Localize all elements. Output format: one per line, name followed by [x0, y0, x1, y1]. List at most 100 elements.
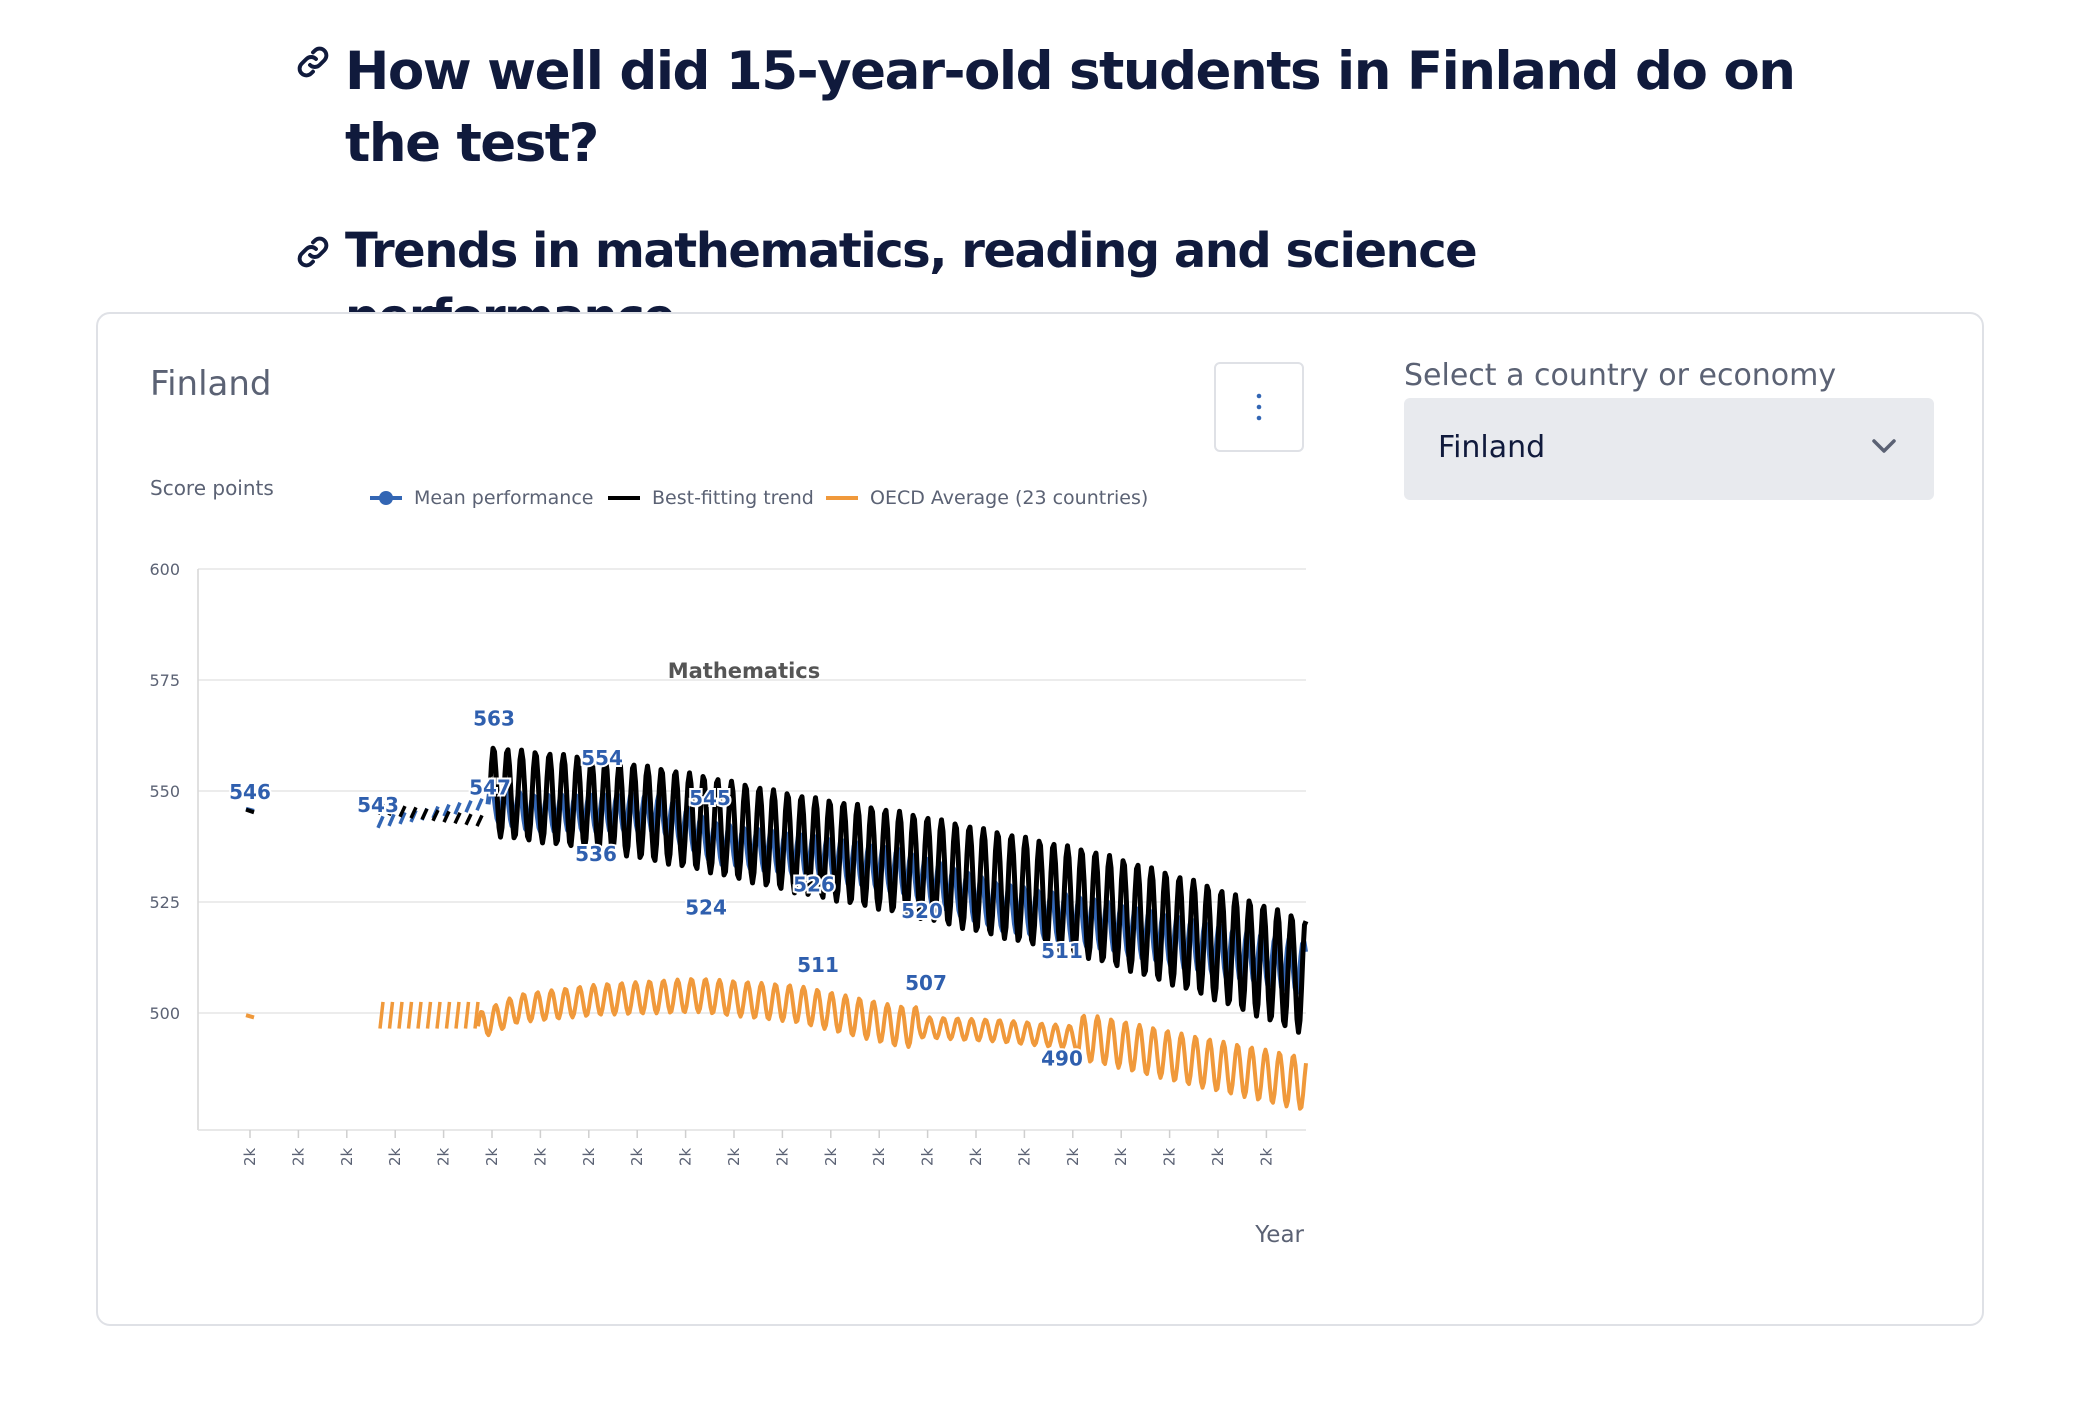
mean-segment [398, 811, 407, 825]
x-axis-ticks: 2k 2k 2k 2k 2k 2k 2k 2k 2k 2k 2k 2k 2k 2k 2k 2k 2k 2k 2k 2k… [241, 1130, 1275, 1166]
series-best-fitting-trend [245, 745, 1309, 1035]
data-label: 563 [473, 706, 515, 730]
mean-segment [442, 803, 451, 817]
x-tick-label: 2k [1112, 1147, 1130, 1166]
data-label: 490 [1041, 1046, 1083, 1070]
oecd-segment [245, 1013, 255, 1020]
x-tick-label: 2k [435, 1147, 453, 1166]
y-tick-label: 600 [149, 560, 180, 579]
legend-label: OECD Average (23 countries) [870, 487, 1148, 509]
trend-segment [453, 812, 462, 825]
legend-item-mean[interactable]: Mean performance [370, 487, 594, 509]
data-labels: 546 543 547 563 554 536 545 524 526 511 520 507 511 4… [227, 704, 1085, 1072]
mean-segment [376, 815, 385, 829]
data-label: 536 [575, 842, 617, 866]
x-tick-label: 2k [338, 1147, 356, 1166]
oecd-segment [378, 1001, 385, 1029]
heading-text: How well did 15-year-old students in Fin… [345, 41, 1796, 174]
x-tick-label: 2k [725, 1147, 743, 1166]
data-label: 543 [357, 793, 399, 817]
mean-segment [387, 813, 396, 827]
x-tick-label: 2k [1257, 1147, 1275, 1166]
oecd-segment [473, 1001, 480, 1029]
x-axis-title: Year [1254, 1222, 1304, 1248]
data-label: 554 [581, 746, 623, 770]
oecd-segment [454, 1001, 461, 1029]
chart-card: Finland Select a country or economy Finl… [96, 312, 1984, 1326]
vertical-ellipsis-icon [1256, 393, 1262, 421]
series-oecd-average [245, 977, 1308, 1111]
oecd-segment [397, 1001, 404, 1029]
x-tick-label: 2k [289, 1147, 307, 1166]
chart-menu-button[interactable] [1214, 362, 1304, 452]
x-tick-label: 2k [1161, 1147, 1179, 1166]
country-select-label: Select a country or economy [1404, 358, 1837, 393]
country-select-value: Finland [1438, 430, 1546, 465]
mean-segment [464, 799, 473, 813]
data-label: 526 [793, 873, 835, 897]
page-heading: How well did 15-year-old students in Fin… [295, 36, 1796, 180]
x-tick-label: 2k [1064, 1147, 1082, 1166]
x-tick-label: 2k [677, 1147, 695, 1166]
oecd-segment [425, 1001, 433, 1029]
country-select[interactable]: Finland [1404, 398, 1934, 500]
oecd-line [476, 977, 1308, 1111]
trend-segment [464, 813, 473, 826]
y-tick-label: 500 [149, 1004, 180, 1023]
trend-segment [409, 806, 418, 819]
chart-title: Mathematics [668, 659, 821, 683]
mathematics-chart: Score points Mean performance Best-fitti… [149, 476, 1309, 1248]
data-label: 547 [469, 775, 511, 799]
trend-segment [475, 814, 484, 827]
legend-label: Mean performance [414, 487, 594, 509]
x-tick-label: 2k [870, 1147, 888, 1166]
y-axis-title: Score points [150, 476, 274, 500]
legend: Mean performance Best-fitting trend OECD… [370, 487, 1148, 509]
link-icon[interactable] [295, 44, 331, 80]
chart-card-title: Finland [150, 364, 272, 404]
oecd-segment [406, 1001, 414, 1029]
data-label: 520 [901, 899, 943, 923]
y-tick-label: 550 [149, 782, 180, 801]
x-tick-label: 2k [241, 1147, 259, 1166]
data-label: 524 [685, 895, 727, 919]
link-icon[interactable] [295, 234, 331, 270]
x-tick-label: 2k [628, 1147, 646, 1166]
x-tick-label: 2k [1015, 1147, 1033, 1166]
legend-item-oecd[interactable]: OECD Average (23 countries) [826, 487, 1148, 509]
x-tick-label: 2k [967, 1147, 985, 1166]
y-tick-label: 575 [149, 671, 180, 690]
mean-segment [475, 798, 484, 811]
y-axis-ticks: 500 525 550 575 600 [149, 560, 180, 1023]
trend-segment [420, 808, 429, 821]
oecd-segment [416, 1001, 423, 1029]
data-label: 546 [229, 780, 271, 804]
trend-segment [376, 802, 385, 815]
x-tick-label: 2k [822, 1147, 840, 1166]
trend-segment [398, 805, 407, 818]
oecd-segment [435, 1001, 442, 1029]
legend-item-trend[interactable]: Best-fitting trend [608, 487, 814, 509]
oecd-segment [444, 1001, 452, 1029]
x-tick-label: 2k [919, 1147, 937, 1166]
chevron-down-icon [1872, 439, 1896, 453]
x-tick-label: 2k [580, 1147, 598, 1166]
legend-label: Best-fitting trend [652, 487, 814, 509]
mean-segment [453, 801, 462, 815]
x-tick-label: 2k [1209, 1147, 1227, 1166]
trend-segment [387, 804, 396, 817]
data-label: 511 [1041, 939, 1083, 963]
x-tick-label: 2k [773, 1147, 791, 1166]
x-tick-label: 2k [483, 1147, 501, 1166]
oecd-segment [463, 1001, 471, 1029]
x-tick-label: 2k [386, 1147, 404, 1166]
data-label: 545 [689, 786, 731, 810]
y-tick-label: 525 [149, 893, 180, 912]
x-tick-label: 2k [531, 1147, 549, 1166]
trend-segment [442, 810, 451, 823]
trend-line [487, 745, 1309, 1035]
data-label: 507 [905, 971, 947, 995]
trend-segment [431, 809, 440, 822]
data-label: 511 [797, 953, 839, 977]
trend-segment [245, 807, 255, 815]
